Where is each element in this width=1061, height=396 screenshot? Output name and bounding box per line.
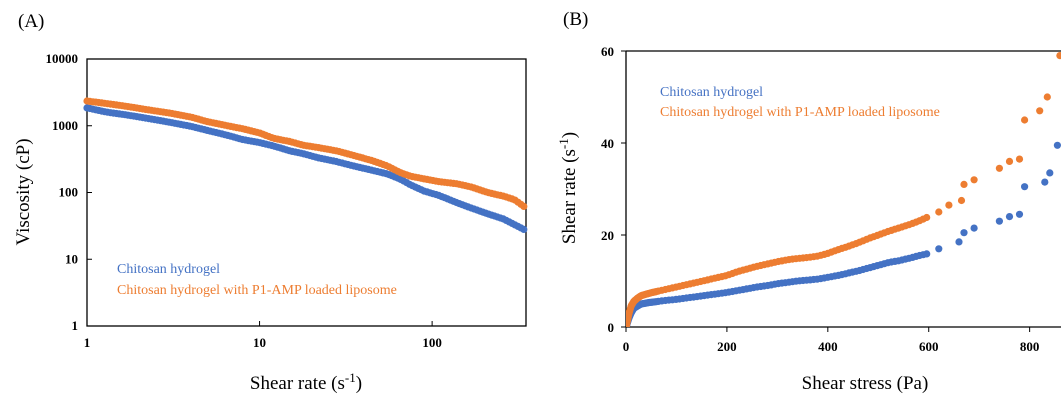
panel-a-x-tick-label: 100 [422, 335, 442, 350]
panel-b-series-1-point [955, 238, 963, 246]
panel-b-legend-series-1: Chitosan hydrogel [660, 85, 763, 100]
panel-b-series-2-point [1005, 157, 1014, 165]
panel-b-series-1-point [1005, 213, 1014, 221]
panel-b-x-tick-labels: 0 200 400 600 800 [623, 327, 1040, 354]
panel-b-series-2-point [1036, 107, 1044, 115]
panel-a-data-points [83, 97, 528, 233]
panel-b-series-2-point [935, 208, 943, 216]
panel-b-series-2-point [960, 180, 968, 188]
panel-b-y-tick-labels: 0 20 40 60 [601, 44, 626, 335]
panel-b-series-2-point [945, 201, 953, 209]
panel-b-legend: Chitosan hydrogel Chitosan hydrogel with… [660, 85, 940, 120]
panel-b-series-1-point [923, 250, 931, 258]
panel-b-series-2-point [1056, 52, 1061, 60]
panel-b-series-1-point [995, 217, 1004, 225]
panel-b-series-1-point [1046, 169, 1054, 177]
panel-a-legend-series-1: Chitosan hydrogel [117, 262, 220, 277]
panel-a-y-axis-label: Viscosity (cP) [13, 138, 34, 245]
panel-b-series-1-point [970, 224, 978, 232]
panel-b-series-2-point [970, 176, 978, 184]
panel-b-y-tick-label: 60 [601, 44, 614, 59]
panel-b-series-1-point [960, 229, 968, 237]
panel-b-x-axis-label: Shear stress (Pa) [802, 373, 929, 394]
panel-a-legend-series-2: Chitosan hydrogel with P1-AMP loaded lip… [117, 283, 397, 298]
panel-a-y-tick-labels: 1 10 100 1000 10000 [46, 51, 92, 333]
panel-a-y-tick-label: 100 [59, 185, 79, 200]
panel-b-x-tick-label: 400 [818, 339, 838, 354]
panel-b-y-axis-label: Shear rate (s-1) [556, 132, 580, 244]
panel-a-x-axis-label: Shear rate (s-1) [250, 370, 362, 394]
panel-b-series-1-point [1015, 210, 1024, 218]
panel-a-y-tick-label: 1000 [52, 118, 78, 133]
panel-b-y-tick-label: 20 [601, 228, 614, 243]
panel-a-y-tick-label: 10000 [46, 51, 79, 66]
panel-b-x-tick-label: 200 [717, 339, 737, 354]
panel-a-series-2-point [520, 202, 528, 210]
panel-b-series-2-point [923, 213, 931, 222]
panel-b-y-tick-label: 0 [608, 320, 615, 335]
panel-b-series-1-point [1053, 141, 1061, 149]
panel-b-label: (B) [563, 9, 588, 30]
panel-b-data-points [626, 52, 1061, 327]
panel-b-legend-series-2: Chitosan hydrogel with P1-AMP loaded lip… [660, 105, 940, 120]
panel-a-x-tick-labels: 1 10 100 [84, 321, 442, 350]
panel-a-series-1-point [520, 225, 528, 233]
panel-a-x-tick-label: 10 [253, 335, 266, 350]
panel-b-series-2-point [1021, 116, 1029, 124]
panel-a-label: (A) [18, 11, 44, 32]
panel-b-series-2-point [995, 164, 1004, 172]
panel-b-series-1-point [1041, 178, 1049, 186]
panel-a-legend: Chitosan hydrogel Chitosan hydrogel with… [117, 262, 397, 298]
panel-b-series-2-point [1015, 155, 1024, 163]
panel-b-x-tick-label: 800 [1020, 339, 1040, 354]
panel-b-x-tick-label: 0 [623, 339, 630, 354]
panel-a-y-tick-label: 10 [65, 251, 78, 266]
panel-b-series-1-point [935, 245, 943, 253]
panel-b-y-tick-label: 40 [601, 136, 614, 151]
panel-b-series-1-point [1021, 183, 1029, 191]
panel-b-flow-curve-chart: (B) 0 20 40 60 0 200 400 600 800 Shear stress (… [556, 9, 1061, 394]
panel-a-viscosity-chart: (A) 1 10 100 1000 10000 1 10 100 Shear rate (s… [13, 11, 528, 394]
panel-a-x-tick-label: 1 [84, 335, 91, 350]
panel-b-series-2-point [957, 196, 966, 205]
panel-a-y-tick-label: 1 [72, 318, 79, 333]
panel-b-x-tick-label: 600 [919, 339, 939, 354]
panel-b-series-2-point [1043, 93, 1051, 101]
